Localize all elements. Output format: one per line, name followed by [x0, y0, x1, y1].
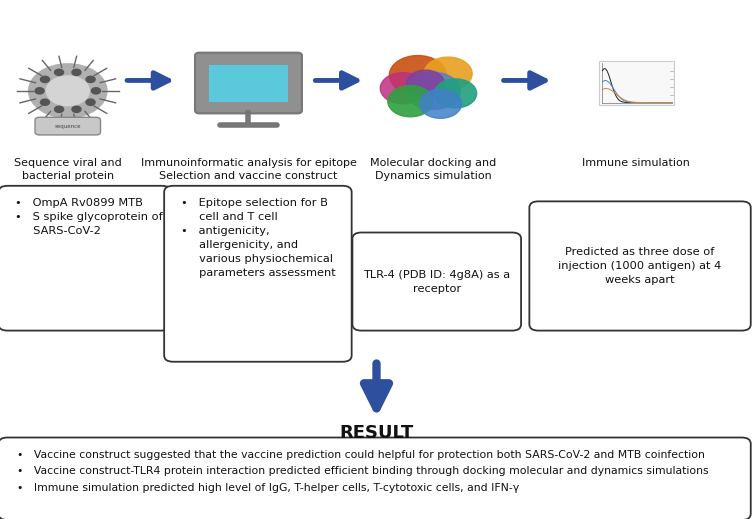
Circle shape: [54, 106, 63, 113]
Circle shape: [35, 88, 44, 94]
Circle shape: [434, 79, 477, 108]
Text: •   Epitope selection for B
     cell and T cell
•   antigenicity,
     allergen: • Epitope selection for B cell and T cel…: [181, 198, 336, 278]
Circle shape: [86, 99, 95, 105]
Circle shape: [46, 76, 90, 106]
Text: Predicted as three dose of
injection (1000 antigen) at 4
weeks apart: Predicted as three dose of injection (10…: [559, 247, 721, 285]
Circle shape: [41, 99, 50, 105]
FancyBboxPatch shape: [0, 438, 751, 519]
Circle shape: [424, 57, 472, 90]
FancyBboxPatch shape: [195, 53, 302, 114]
Circle shape: [380, 73, 425, 104]
Circle shape: [419, 89, 462, 118]
Circle shape: [389, 56, 447, 95]
FancyBboxPatch shape: [164, 186, 352, 362]
Circle shape: [29, 64, 107, 118]
Text: Immune simulation: Immune simulation: [582, 158, 691, 168]
Text: Sequence viral and
bacterial protein: Sequence viral and bacterial protein: [14, 158, 122, 182]
Circle shape: [41, 76, 50, 83]
Text: sequence: sequence: [54, 124, 81, 129]
Text: •   OmpA Rv0899 MTB
•   S spike glycoprotein of
     SARS-CoV-2: • OmpA Rv0899 MTB • S spike glycoprotein…: [15, 198, 163, 236]
Bar: [209, 64, 288, 102]
Text: TLR-4 (PDB ID: 4g8A) as a
receptor: TLR-4 (PDB ID: 4g8A) as a receptor: [363, 269, 511, 294]
Text: RESULT: RESULT: [340, 425, 413, 442]
Circle shape: [406, 72, 460, 110]
Text: Molecular docking and
Dynamics simulation: Molecular docking and Dynamics simulatio…: [370, 158, 496, 182]
Circle shape: [54, 69, 63, 75]
FancyBboxPatch shape: [529, 201, 751, 331]
Circle shape: [86, 76, 95, 83]
FancyBboxPatch shape: [35, 117, 101, 135]
Circle shape: [407, 70, 444, 96]
Circle shape: [72, 106, 81, 113]
Circle shape: [91, 88, 100, 94]
Circle shape: [72, 69, 81, 75]
FancyBboxPatch shape: [0, 186, 171, 331]
Text: Immunoinformatic analysis for epitope
Selection and vaccine construct: Immunoinformatic analysis for epitope Se…: [141, 158, 356, 182]
Bar: [599, 61, 674, 105]
Circle shape: [388, 86, 433, 117]
FancyBboxPatch shape: [352, 233, 521, 331]
Text: •   Vaccine construct suggested that the vaccine prediction could helpful for pr: • Vaccine construct suggested that the v…: [17, 450, 708, 493]
